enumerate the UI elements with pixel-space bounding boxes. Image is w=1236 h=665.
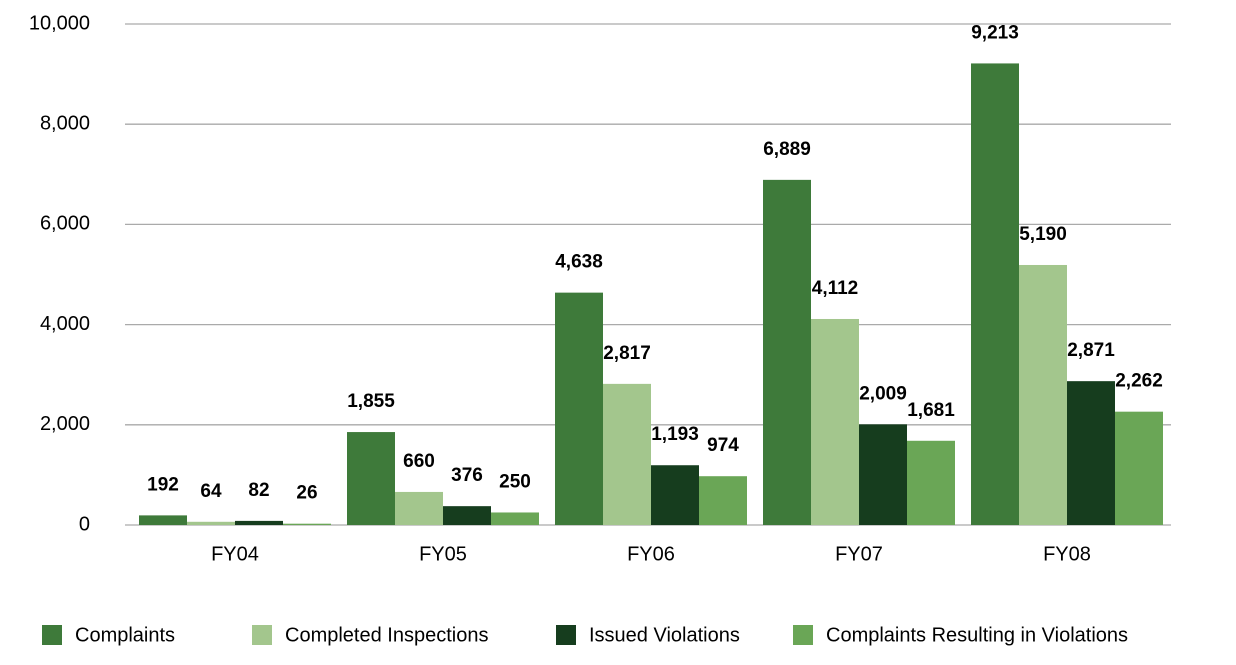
legend-label: Issued Violations (589, 624, 740, 646)
data-label: 2,871 (1067, 340, 1115, 361)
x-tick-label: FY05 (419, 543, 467, 565)
bar (1067, 381, 1115, 525)
data-label: 250 (499, 471, 531, 492)
data-label: 4,112 (812, 278, 859, 299)
y-tick-label: 4,000 (40, 313, 90, 335)
bar (555, 292, 603, 525)
bar (283, 523, 331, 525)
data-label: 6,889 (763, 139, 811, 160)
data-label: 1,193 (651, 424, 699, 445)
data-label: 9,213 (971, 22, 1019, 43)
bar (1019, 264, 1067, 525)
bar (395, 491, 443, 525)
legend-swatch (252, 625, 272, 645)
bar (971, 63, 1019, 525)
bar (235, 520, 283, 525)
x-tick-label: FY04 (211, 543, 259, 565)
data-label: 1,681 (907, 400, 955, 421)
bar (651, 465, 699, 525)
legend-swatch (42, 625, 62, 645)
bar (859, 424, 907, 525)
bar (187, 521, 235, 525)
data-label: 2,009 (859, 383, 907, 404)
legend-label: Complaints (75, 624, 175, 646)
bar (491, 512, 539, 525)
data-label: 64 (200, 481, 222, 502)
data-label: 4,638 (555, 252, 603, 273)
data-label: 1,855 (347, 391, 395, 412)
legend-label: Complaints Resulting in Violations (826, 624, 1128, 646)
legend-swatch (793, 625, 813, 645)
data-label: 26 (296, 483, 317, 504)
y-tick-label: 10,000 (29, 12, 90, 34)
data-label: 974 (707, 435, 739, 456)
bar (139, 515, 187, 525)
bar (1115, 411, 1163, 525)
y-tick-label: 2,000 (40, 413, 90, 435)
data-label: 2,817 (603, 343, 651, 364)
y-tick-label: 0 (79, 513, 90, 535)
legend-label: Completed Inspections (285, 624, 488, 646)
data-label: 5,190 (1019, 224, 1067, 245)
bar (603, 383, 651, 525)
x-tick-label: FY07 (835, 543, 883, 565)
bar (443, 506, 491, 525)
bar (907, 440, 955, 525)
y-tick-label: 8,000 (40, 112, 90, 134)
data-label: 192 (147, 474, 179, 495)
x-tick-label: FY06 (627, 543, 675, 565)
data-label: 660 (403, 451, 435, 472)
bar (347, 432, 395, 525)
bar (763, 179, 811, 526)
data-label: 376 (451, 465, 483, 486)
bar (811, 318, 859, 525)
legend-swatch (556, 625, 576, 645)
x-tick-label: FY08 (1043, 543, 1091, 565)
data-label: 82 (248, 480, 269, 501)
data-label: 2,262 (1115, 371, 1163, 392)
y-tick-label: 6,000 (40, 213, 90, 235)
bar (699, 476, 747, 525)
